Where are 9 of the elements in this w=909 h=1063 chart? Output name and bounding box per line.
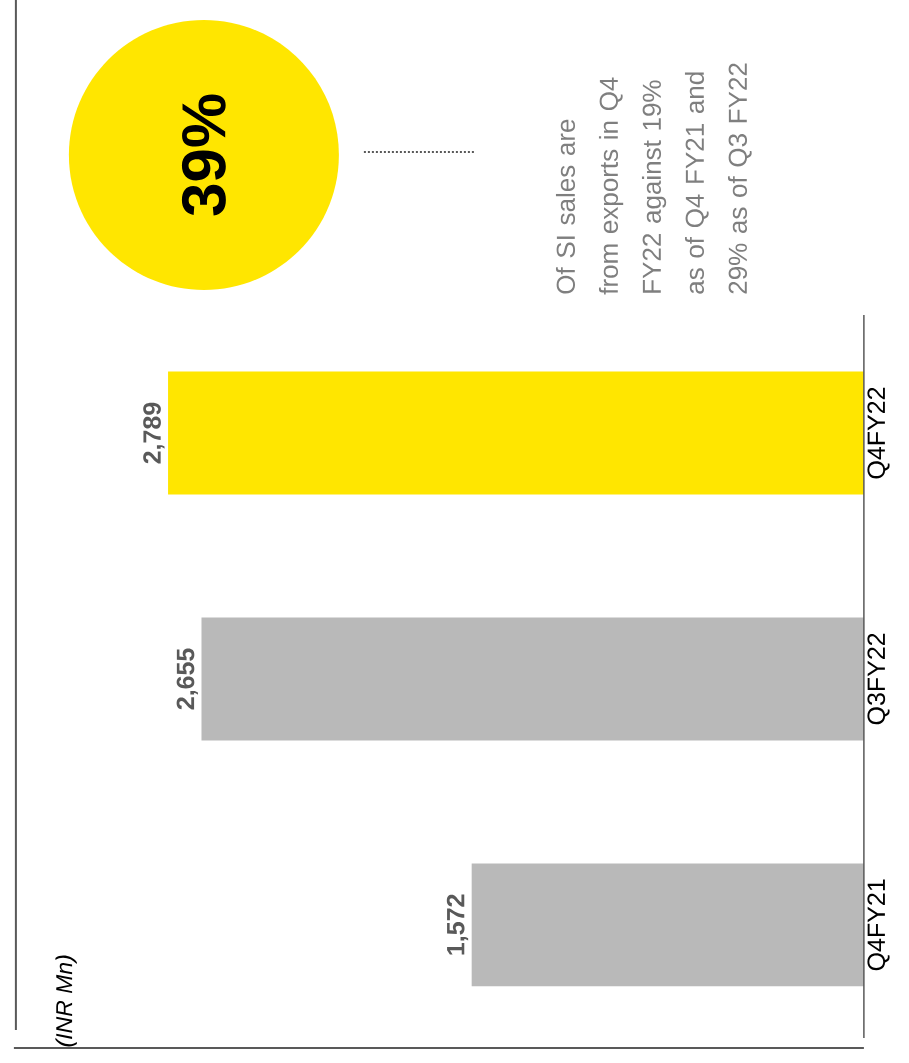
data-label: 2,789 xyxy=(143,402,165,464)
data-label: 1,572 xyxy=(446,894,469,955)
text: Of SI sales are from exports in Q4 FY22 against 19% as of Q4 FY21 and 29% as of Q3 FY22 xyxy=(555,63,752,295)
y-tick-label: Q4FY21 xyxy=(867,879,890,971)
text: 39% xyxy=(181,94,226,216)
y-tick-label: Q4FY22 xyxy=(867,387,890,479)
data-label: 2,655 xyxy=(176,648,198,710)
y-tick-label: Q3FY22 xyxy=(867,633,890,725)
text: (INR Mn) xyxy=(55,955,77,1047)
